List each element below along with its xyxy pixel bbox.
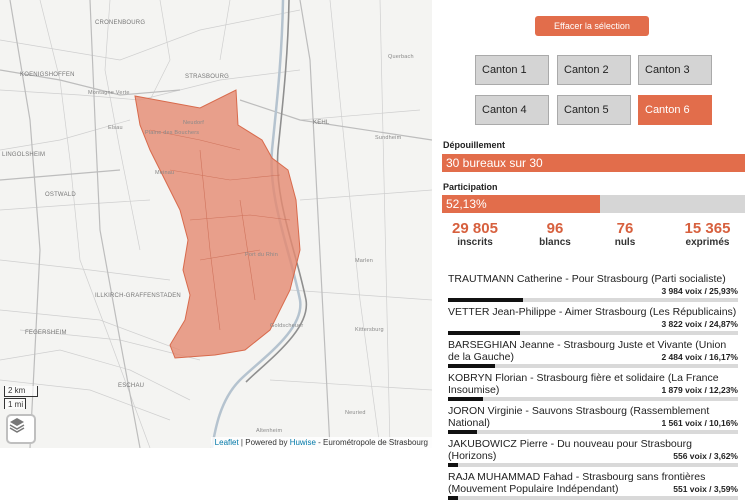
map-place-label: Montagne Verte [88, 90, 130, 96]
candidate-bar [448, 463, 738, 467]
candidate-bar-fill [448, 364, 495, 368]
leaflet-link[interactable]: Leaflet [214, 438, 239, 447]
candidate-bar [448, 364, 738, 368]
scale-bar: 2 km 1 mi [4, 386, 38, 409]
map-place-label: OSTWALD [45, 192, 76, 198]
participation-text: 52,13% [446, 197, 487, 211]
candidate-bar [448, 298, 738, 302]
stat-value: 76 [616, 220, 634, 237]
map-place-label: Cronenbourg [95, 20, 146, 26]
map-place-label: ESCHAU [118, 383, 145, 389]
candidate-bar-fill [448, 331, 521, 335]
stat-inscrits: 29 805 inscrits [440, 220, 510, 249]
candidate-name: TRAUTMANN Catherine - Pour Strasbourg (P… [448, 273, 726, 285]
candidate-bar [448, 430, 738, 434]
candidate-votes: 3 984 voix / 25,93% [658, 285, 738, 297]
candidate-votes: 556 voix / 3,62% [670, 450, 738, 462]
candidate-votes: 551 voix / 3,59% [670, 483, 738, 495]
map-basemap [0, 0, 432, 448]
candidate-votes: 3 822 voix / 24,87% [658, 318, 738, 330]
candidate-name: RAJA MUHAMMAD Fahad - Strasbourg sans fr… [448, 471, 706, 495]
map-place-label: FEGERSHEIM [25, 330, 67, 336]
candidate-row: TRAUTMANN Catherine - Pour Strasbourg (P… [448, 273, 738, 307]
huwise-link[interactable]: Huwise [289, 438, 316, 447]
map-place-label: Koenigshoffen [20, 72, 75, 78]
map-place-label: Neudorf [183, 120, 204, 126]
canton-6-button[interactable]: Canton 6 [638, 95, 712, 125]
stat-label: inscrits [457, 237, 493, 248]
map-place-label: LINGOLSHEIM [2, 152, 46, 158]
participation-bar: 52,13% [442, 195, 745, 213]
depouillement-title: Dépouillement [443, 140, 506, 150]
candidate-name: KOBRYN Florian - Strasbourg fière et sol… [448, 372, 719, 396]
map-place-label: Plaine des Bouchers [145, 130, 200, 136]
candidate-bar-fill [448, 463, 459, 467]
map-place-label: KEHL [313, 120, 330, 126]
stat-label: nuls [614, 237, 636, 248]
map-place-label: Querbach [388, 54, 414, 60]
candidate-bar-fill [448, 298, 524, 302]
layers-button[interactable] [6, 414, 36, 444]
candidate-bar [448, 331, 738, 335]
stat-blancs: 96 blancs [530, 220, 580, 249]
candidate-bar [448, 496, 738, 500]
candidate-row: BARSEGHIAN Jeanne - Strasbourg Juste et … [448, 339, 738, 373]
candidate-list: TRAUTMANN Catherine - Pour Strasbourg (P… [448, 273, 738, 500]
candidate-row: KOBRYN Florian - Strasbourg fière et sol… [448, 372, 738, 406]
map-place-label: Goldscheuer [270, 323, 304, 329]
candidate-votes: 1 879 voix / 12,23% [658, 384, 738, 396]
candidate-votes: 1 561 voix / 10,16% [658, 417, 738, 429]
candidate-row: JAKUBOWICZ Pierre - Du nouveau pour Stra… [448, 438, 738, 472]
participation-fill [442, 195, 600, 213]
candidate-bar-fill [448, 496, 459, 500]
map-place-label: Port du Rhin [245, 252, 278, 258]
stat-nuls: 76 nuls [600, 220, 650, 249]
map[interactable]: Cronenbourg Koenigshoffen Montagne Verte El… [0, 0, 432, 448]
participation-title: Participation [443, 182, 498, 192]
map-place-label: Meinau [155, 170, 175, 176]
candidate-name: JORON Virginie - Sauvons Strasbourg (Ras… [448, 405, 710, 429]
candidate-bar [448, 397, 738, 401]
scale-mi: 1 mi [4, 398, 26, 409]
canton-1-button[interactable]: Canton 1 [475, 55, 549, 85]
candidate-row: VETTER Jean-Philippe - Aimer Strasbourg … [448, 306, 738, 340]
depouillement-text: 30 bureaux sur 30 [446, 156, 543, 170]
stat-label: blancs [539, 237, 571, 248]
layers-icon [9, 418, 25, 433]
candidate-row: RAJA MUHAMMAD Fahad - Strasbourg sans fr… [448, 471, 738, 500]
map-place-label: STRASBOURG [185, 74, 230, 80]
candidate-name: VETTER Jean-Philippe - Aimer Strasbourg … [448, 306, 737, 318]
map-place-label: Altenheim [256, 428, 283, 434]
map-place-label: Sundheim [375, 135, 402, 141]
canton-6-area[interactable] [134, 89, 301, 359]
stat-value: 15 365 [684, 220, 731, 237]
canton-5-button[interactable]: Canton 5 [557, 95, 631, 125]
map-attribution: Leaflet | Powered by Huwise - Eurométrop… [210, 437, 432, 448]
canton-2-button[interactable]: Canton 2 [557, 55, 631, 85]
stat-exprimés: 15 365 exprimés [670, 220, 745, 249]
depouillement-fill [442, 154, 745, 172]
candidate-name: JAKUBOWICZ Pierre - Du nouveau pour Stra… [448, 438, 692, 462]
clear-selection-button[interactable]: Effacer la sélection [535, 16, 649, 36]
canton-4-button[interactable]: Canton 4 [475, 95, 549, 125]
scale-km: 2 km [4, 386, 38, 397]
depouillement-bar: 30 bureaux sur 30 [442, 154, 745, 172]
stat-label: exprimés [685, 237, 730, 248]
candidate-votes: 2 484 voix / 16,17% [658, 351, 738, 363]
candidate-name: BARSEGHIAN Jeanne - Strasbourg Juste et … [448, 339, 727, 363]
candidate-bar-fill [448, 397, 484, 401]
map-place-label: Kittersburg [355, 327, 384, 333]
stat-value: 29 805 [452, 220, 498, 237]
attribution-rest: - Eurométropole de Strasbourg [315, 438, 428, 447]
candidate-bar-fill [448, 430, 478, 434]
map-place-label: Elsau [108, 125, 123, 131]
map-place-label: Neuried [345, 410, 366, 416]
map-place-label: ILLKIRCH-GRAFFENSTADEN [95, 293, 181, 299]
stat-value: 96 [546, 220, 564, 237]
candidate-row: JORON Virginie - Sauvons Strasbourg (Ras… [448, 405, 738, 439]
map-place-label: Marlen [355, 258, 374, 264]
attribution-powered: | Powered by [238, 438, 290, 447]
canton-3-button[interactable]: Canton 3 [638, 55, 712, 85]
